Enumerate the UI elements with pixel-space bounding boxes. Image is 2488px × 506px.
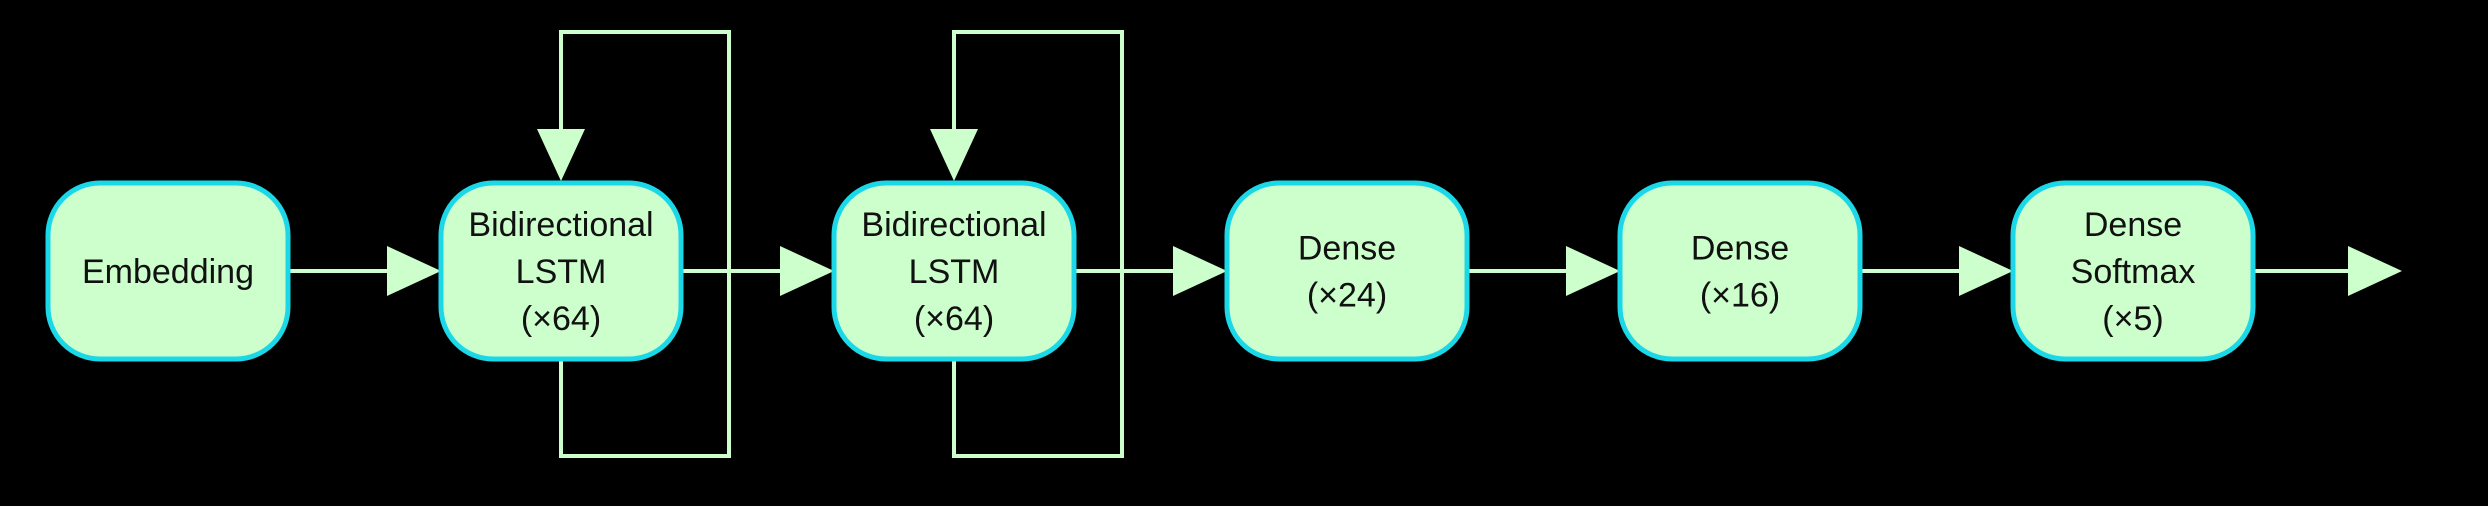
- node-box: [831, 180, 1077, 362]
- edge-arrow-dense-24-to-dense-16: [1467, 246, 1620, 296]
- loop-arrowhead-icon: [537, 129, 585, 181]
- edge-arrow-bilstm-1-to-bilstm-2: [681, 246, 834, 296]
- node-dense-24: Dense (×24): [1224, 180, 1470, 362]
- node-label-line: LSTM: [516, 253, 607, 291]
- node-bilstm-2: Bidirectional LSTM (×64): [831, 180, 1077, 362]
- node-dense-softmax: Dense Softmax (×5): [2010, 180, 2256, 362]
- node-label-line: (×24): [1307, 277, 1387, 315]
- node-label-line: (×64): [914, 300, 994, 338]
- node-embedding: Embedding: [45, 180, 291, 362]
- recurrent-loop-bilstm-2: [930, 30, 1124, 458]
- node-label-line: Embedding: [82, 253, 254, 291]
- node-label-line: Softmax: [2071, 253, 2196, 291]
- edge-arrow-dense-softmax-to-output: [2253, 246, 2402, 296]
- arrowhead-icon: [1566, 246, 1620, 296]
- loop-line: [559, 30, 731, 458]
- loop-arrowhead-icon: [930, 129, 978, 181]
- node-bilstm-1: Bidirectional LSTM (×64): [438, 180, 684, 362]
- node-label-line: Bidirectional: [468, 206, 653, 244]
- node-box: [1617, 180, 1863, 362]
- arrowhead-icon: [1173, 246, 1227, 296]
- node-label-line: (×64): [521, 300, 601, 338]
- recurrent-loops-layer: [537, 30, 1124, 458]
- node-label-line: Dense: [2084, 206, 2182, 244]
- node-label-line: Dense: [1691, 230, 1789, 268]
- edge-arrow-bilstm-2-to-dense-24: [1074, 246, 1227, 296]
- node-box: [1224, 180, 1470, 362]
- node-box: [45, 180, 291, 362]
- node-label-line: (×16): [1700, 277, 1780, 315]
- edge-arrow-embedding-to-bilstm-1: [288, 246, 441, 296]
- arrowhead-icon: [1959, 246, 2013, 296]
- node-label-line: (×5): [2102, 300, 2163, 338]
- node-dense-16: Dense (×16): [1617, 180, 1863, 362]
- node-label-line: Dense: [1298, 230, 1396, 268]
- node-box: [438, 180, 684, 362]
- arrowhead-icon: [780, 246, 834, 296]
- edges-layer: [288, 246, 2402, 296]
- node-box: [2010, 180, 2256, 362]
- node-label-line: Bidirectional: [861, 206, 1046, 244]
- arrowhead-icon: [2348, 246, 2402, 296]
- node-label-line: LSTM: [909, 253, 1000, 291]
- arrowhead-icon: [387, 246, 441, 296]
- recurrent-loop-bilstm-1: [537, 30, 731, 458]
- edge-arrow-dense-16-to-dense-softmax: [1860, 246, 2013, 296]
- loop-line: [952, 30, 1124, 458]
- nodes-layer: EmbeddingBidirectionalLSTM(×64)Bidirecti…: [45, 180, 2256, 362]
